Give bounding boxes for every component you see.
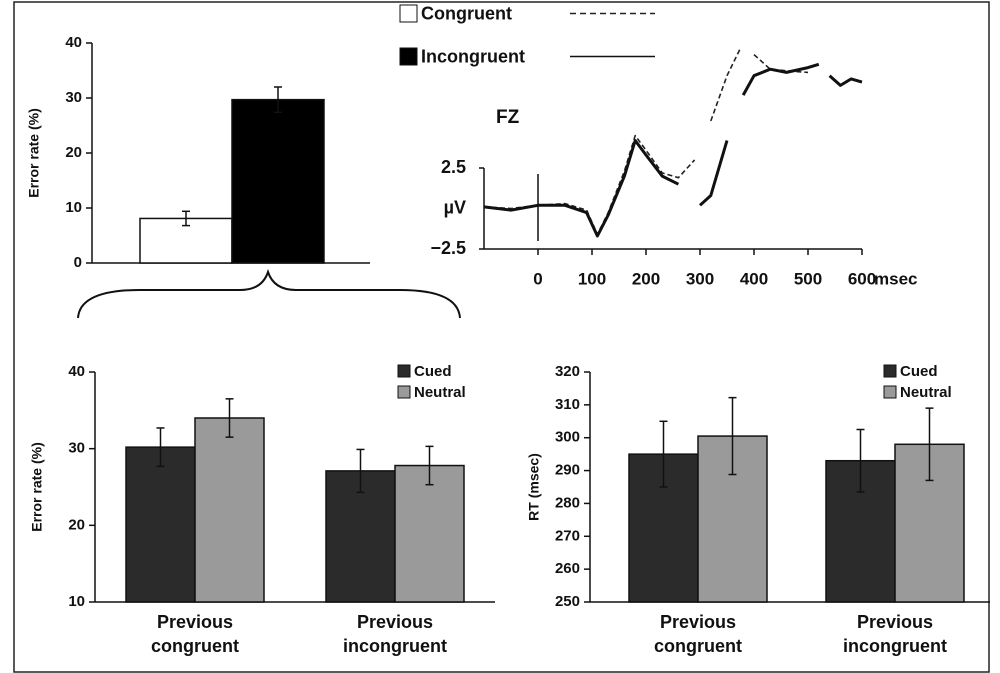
- y-axis-label: µV: [444, 197, 466, 217]
- x-tick-label: 100: [578, 269, 606, 288]
- x-tick-label: 500: [794, 269, 822, 288]
- y-tick-label: 320: [555, 363, 580, 380]
- legend-label: Neutral: [414, 384, 466, 401]
- legend-label: Incongruent: [421, 46, 525, 66]
- y-tick-label: 40: [65, 34, 82, 51]
- legend-label: Neutral: [900, 384, 952, 401]
- chart-title: FZ: [496, 107, 520, 128]
- bar: [231, 98, 325, 264]
- bar: [194, 417, 265, 603]
- y-tick-label: 20: [68, 516, 85, 533]
- y-tick-label: 20: [65, 144, 82, 161]
- x-tick-label: 0: [533, 269, 542, 288]
- bar: [394, 464, 465, 603]
- y-tick-label: −2.5: [430, 238, 466, 258]
- y-tick-label: 10: [65, 199, 82, 216]
- line-series: [483, 62, 863, 238]
- legend-label: Congruent: [421, 3, 512, 23]
- brace: [77, 268, 461, 319]
- x-tick-label: 400: [740, 269, 768, 288]
- x-tick-label: Previous congruent: [654, 612, 742, 656]
- x-tick-label: Previous incongruent: [843, 612, 947, 656]
- y-tick-label: 0: [74, 254, 82, 271]
- y-axis-label: Error rate (%): [26, 108, 42, 197]
- x-tick-label: 600: [848, 269, 876, 288]
- x-tick-label: Previous incongruent: [343, 612, 447, 656]
- legend-swatch: [883, 364, 897, 378]
- x-axis-label: msec: [874, 269, 917, 288]
- legend-swatch: [399, 4, 418, 23]
- y-axis-label: RT (msec): [526, 453, 542, 521]
- y-tick-label: 30: [68, 440, 85, 457]
- y-axis-label: Error rate (%): [29, 442, 45, 531]
- x-tick-label: 300: [686, 269, 714, 288]
- y-tick-label: 280: [555, 494, 580, 511]
- legend-swatch: [399, 47, 418, 66]
- legend-label: Cued: [414, 363, 452, 380]
- y-tick-label: 2.5: [441, 157, 466, 177]
- y-tick-label: 290: [555, 462, 580, 479]
- y-tick-label: 40: [68, 363, 85, 380]
- y-tick-label: 260: [555, 560, 580, 577]
- y-tick-label: 270: [555, 527, 580, 544]
- legend-swatch: [397, 385, 411, 399]
- legend-label: Cued: [900, 363, 938, 380]
- y-tick-label: 10: [68, 593, 85, 610]
- frame: [13, 1, 990, 673]
- y-tick-label: 300: [555, 429, 580, 446]
- legend-swatch: [883, 385, 897, 399]
- y-tick-label: 30: [65, 89, 82, 106]
- x-tick-label: 200: [632, 269, 660, 288]
- bar: [125, 446, 196, 603]
- x-tick-label: Previous congruent: [151, 612, 239, 656]
- y-tick-label: 310: [555, 396, 580, 413]
- legend-swatch: [397, 364, 411, 378]
- y-tick-label: 250: [555, 593, 580, 610]
